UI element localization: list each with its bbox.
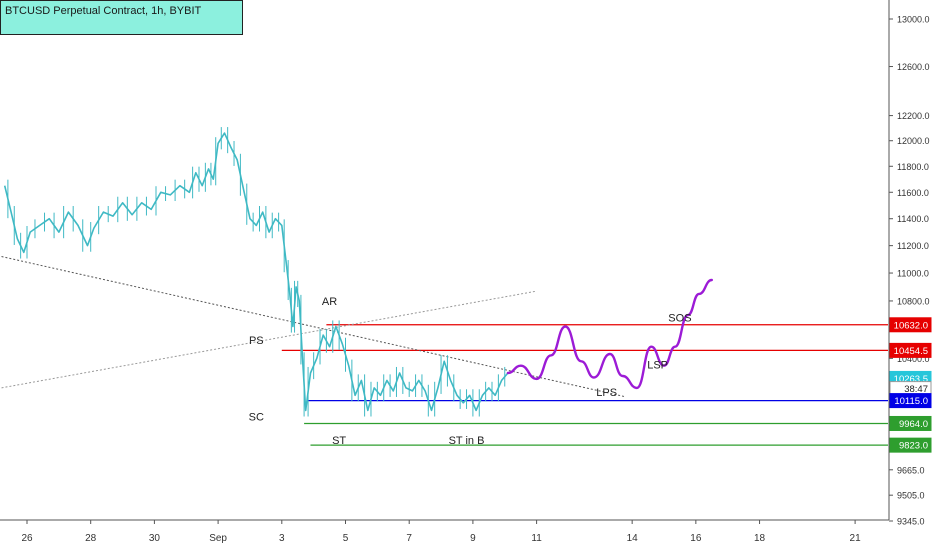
x-tick-label: 9 <box>470 533 476 544</box>
x-tick-label: 14 <box>627 533 639 544</box>
price-badge-label: 38:47 <box>904 384 928 395</box>
x-tick-label: 7 <box>406 533 412 544</box>
wyckoff-label-ar: AR <box>322 296 337 308</box>
x-tick-label: Sep <box>209 533 227 544</box>
y-tick-label: 12200.0 <box>897 111 930 121</box>
price-badge-9964-0: 9964.0 <box>889 415 932 431</box>
wyckoff-label-lsp: LSP <box>647 360 668 372</box>
symbol-title-box: BTCUSD Perpetual Contract, 1h, BYBIT <box>0 0 243 35</box>
x-tick-label: 30 <box>149 533 161 544</box>
x-tick-label: 11 <box>531 533 542 544</box>
x-tick-label: 18 <box>754 533 766 544</box>
symbol-title: BTCUSD Perpetual Contract, 1h, BYBIT <box>5 5 202 17</box>
projection-path[interactable] <box>506 278 713 390</box>
wyckoff-label-lps: LPS <box>596 387 617 399</box>
price-badge-bg <box>889 415 932 431</box>
price-badge-10454-5: 10454.5 <box>889 342 932 358</box>
price-badge-38-47: 38:47 <box>889 381 932 397</box>
wyckoff-label-sc: SC <box>249 411 264 423</box>
wyckoff-label-st-in-b: ST in B <box>449 435 485 447</box>
price-badge-10115-0: 10115.0 <box>889 393 932 409</box>
price-badge-label: 10115.0 <box>894 396 928 407</box>
trendline-1[interactable] <box>1 290 537 389</box>
x-tick-label: 21 <box>850 533 862 544</box>
price-badge-label: 9964.0 <box>899 419 928 430</box>
x-tick-label: 3 <box>279 533 285 544</box>
wyckoff-label-ps: PS <box>249 335 264 347</box>
price-badge-label: 10263.5 <box>894 374 928 385</box>
price-badge-bg <box>889 393 932 409</box>
y-tick-label: 13000.0 <box>897 15 930 25</box>
x-tick-label: 5 <box>343 533 349 544</box>
y-tick-label: 11000.0 <box>897 269 929 279</box>
y-tick-label: 11600.0 <box>897 188 929 198</box>
price-badge-label: 9823.0 <box>899 441 928 452</box>
price-badge-label: 10454.5 <box>894 346 928 357</box>
y-tick-label: 9665.0 <box>897 465 925 475</box>
y-tick-label: 10800.0 <box>897 296 930 306</box>
price-badge-10632-0: 10632.0 <box>889 317 932 333</box>
price-badge-9823-0: 9823.0 <box>889 437 932 453</box>
price-line <box>3 132 509 412</box>
y-tick-label: 11800.0 <box>897 162 929 172</box>
price-badge-bg <box>889 437 932 453</box>
x-tick-label: 26 <box>21 533 33 544</box>
y-tick-label: 9345.0 <box>897 517 925 527</box>
price-badge-label: 10632.0 <box>894 320 928 331</box>
y-tick-label: 12600.0 <box>897 62 930 72</box>
y-tick-label: 11200.0 <box>897 241 929 251</box>
y-tick-label: 10400.0 <box>897 354 930 364</box>
price-badge-bg <box>889 342 932 358</box>
wyckoff-label-sos: SOS <box>668 313 691 325</box>
price-badge-bg <box>889 317 932 333</box>
wyckoff-label-st: ST <box>332 435 346 447</box>
y-tick-label: 11400.0 <box>897 214 929 224</box>
y-tick-label: 12000.0 <box>897 136 930 146</box>
trendline-0[interactable] <box>1 256 626 398</box>
y-tick-label: 9505.0 <box>897 491 925 501</box>
x-tick-label: 16 <box>690 533 702 544</box>
x-tick-label: 28 <box>85 533 97 544</box>
